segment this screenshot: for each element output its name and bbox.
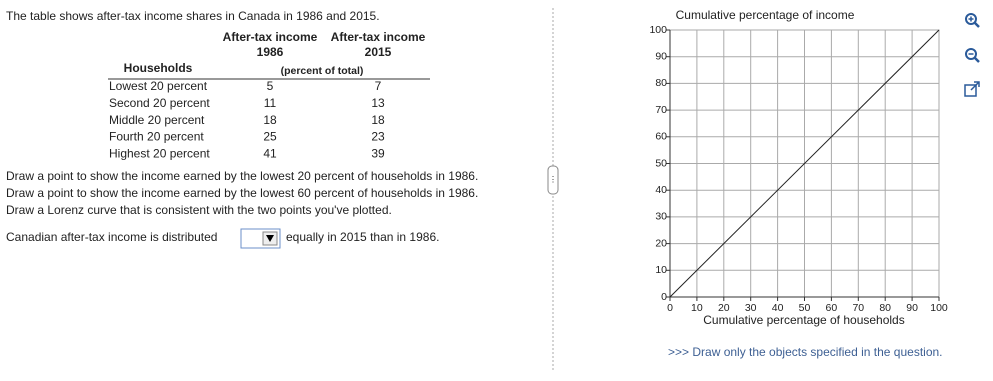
note: >>> Draw only the objects specified in t… [668, 345, 943, 359]
y-tick-label: 0 [661, 291, 667, 303]
y-tick-label: 100 [649, 24, 667, 36]
zoom-in-plus [968, 16, 974, 22]
y-tick-label: 70 [655, 104, 667, 116]
cell: 7 [375, 79, 382, 93]
x-tick-label: 50 [799, 302, 811, 314]
unit-note: (percent of total) [281, 65, 364, 77]
question-text: Canadian after-tax income is distributed [6, 230, 217, 244]
open-new[interactable] [964, 81, 980, 97]
instruction: Draw a point to show the income earned b… [6, 169, 478, 183]
y-tick-label: 60 [655, 131, 667, 143]
row-label: Highest 20 percent [109, 146, 210, 160]
x-tick-label: 100 [930, 302, 948, 314]
y-tick-label: 40 [655, 184, 667, 196]
col-header: 2015 [365, 45, 392, 59]
row-label: Middle 20 percent [109, 113, 205, 127]
x-tick-label: 60 [826, 302, 838, 314]
question-text: equally in 2015 than in 1986. [286, 230, 439, 244]
instruction: Draw a point to show the income earned b… [6, 186, 478, 200]
y-tick-label: 90 [655, 50, 667, 62]
y-tick-label: 30 [655, 211, 667, 223]
cell: 18 [371, 113, 385, 127]
x-tick-label: 80 [879, 302, 891, 314]
x-tick-label: 30 [745, 302, 757, 314]
x-tick-label: 10 [691, 302, 703, 314]
x-tick-label: 90 [906, 302, 918, 314]
row-label: Lowest 20 percent [109, 79, 208, 93]
x-axis-label: Cumulative percentage of households [703, 313, 904, 327]
col-header: After-tax income [223, 30, 318, 44]
equality-line [669, 29, 940, 298]
dropdown[interactable] [240, 228, 281, 249]
zoom-out[interactable] [965, 48, 980, 63]
open-new-arrow [970, 81, 980, 91]
y-tick-label: 20 [655, 237, 667, 249]
y-tick-label: 50 [655, 157, 667, 169]
graph-title: Cumulative percentage of income [676, 8, 855, 22]
cell: 23 [371, 130, 385, 144]
zoom-out-handle [974, 57, 980, 63]
col-header: After-tax income [331, 30, 426, 44]
x-tick-label: 20 [718, 302, 730, 314]
dropdown-arrow [266, 235, 274, 242]
cell: 18 [263, 113, 277, 127]
cell: 41 [263, 146, 277, 160]
divider-handle[interactable] [547, 165, 559, 195]
x-tick-label: 0 [667, 302, 673, 314]
col-header: 1986 [257, 45, 284, 59]
cell: 13 [371, 96, 385, 110]
y-tick-label: 80 [655, 77, 667, 89]
y-tick-label: 10 [655, 264, 667, 276]
zoom-in-icon[interactable] [965, 13, 977, 25]
instruction: Draw a Lorenz curve that is consistent w… [6, 203, 392, 217]
zoom-out-icon[interactable] [965, 48, 977, 60]
row-header: Households [124, 61, 193, 75]
row-label: Fourth 20 percent [109, 130, 204, 144]
open-new-icon[interactable] [964, 84, 977, 97]
row-label: Second 20 percent [109, 96, 210, 110]
zoom-in[interactable] [965, 13, 980, 28]
handle-dots: ⋮ [549, 175, 557, 184]
x-tick-label: 70 [852, 302, 864, 314]
cell: 39 [371, 146, 385, 160]
cell: 11 [264, 96, 277, 110]
zoom-in-handle [974, 22, 980, 28]
intro: The table shows after-tax income shares … [6, 9, 380, 23]
cell: 25 [263, 130, 277, 144]
cell: 5 [267, 79, 274, 93]
x-tick-label: 40 [772, 302, 784, 314]
